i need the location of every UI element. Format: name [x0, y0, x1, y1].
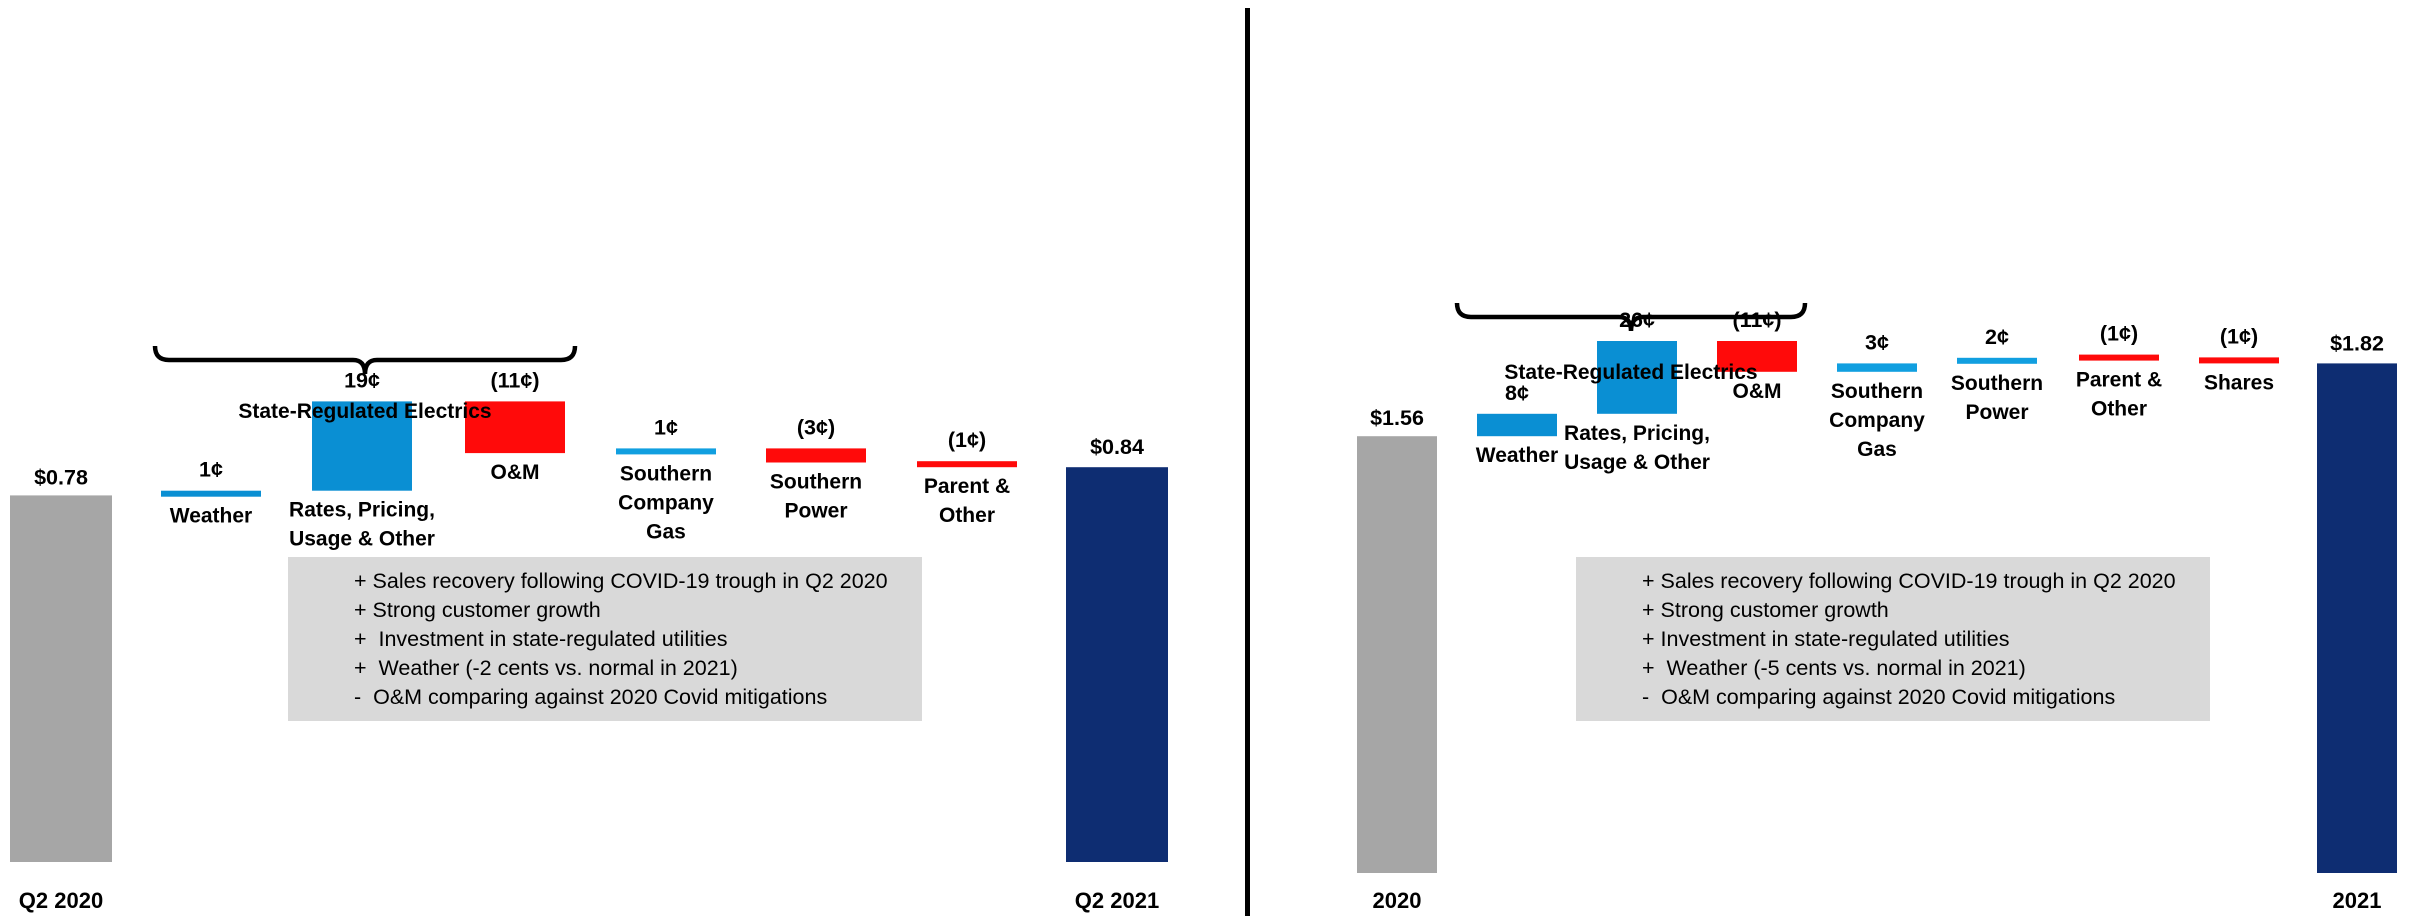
q2-step-category-label: O&M: [491, 461, 540, 484]
ytd-step-value-label: (1¢): [2100, 322, 2138, 346]
q2-start-category-label: Q2 2020: [19, 888, 103, 913]
q2-step-value-label: (1¢): [948, 428, 986, 452]
ytd-step-bar: [2079, 354, 2159, 361]
q2-step-value-label: 19¢: [344, 368, 380, 392]
ytd-start-category-label: 2020: [1373, 888, 1422, 913]
q2-notes-box: + Sales recovery following COVID-19 trou…: [288, 557, 922, 721]
ytd-step-category-label: Parent &: [2076, 369, 2162, 392]
q2-step-bar: [161, 490, 261, 497]
ytd-step-category-label: Usage & Other: [1564, 451, 1710, 474]
ytd-step-category-label: Southern: [1831, 380, 1923, 403]
ytd-step-bar: [1837, 363, 1917, 372]
q2-step-value-label: (11¢): [490, 368, 539, 392]
ytd-note-line: + Strong customer growth: [1642, 598, 1889, 622]
ytd-step-category-label: Weather: [1476, 444, 1558, 467]
q2-note-line: - O&M comparing against 2020 Covid mitig…: [354, 685, 828, 709]
ytd-step-value-label: 2¢: [1985, 325, 2009, 349]
q2-step-value-label: 1¢: [654, 415, 678, 439]
q2-end-value-label: $0.84: [1090, 435, 1144, 459]
q2-start-value-label: $0.78: [34, 465, 88, 489]
ytd-step-bar: [1597, 341, 1677, 414]
ytd-note-line: + Weather (-5 cents vs. normal in 2021): [1642, 656, 2026, 680]
ytd-group-brace: [1454, 302, 1808, 332]
q2-step-category-label: Other: [939, 504, 995, 527]
q2-step-category-label: Usage & Other: [289, 528, 435, 551]
ytd-step-category-label: Other: [2091, 398, 2147, 421]
ytd-step-category-label: Gas: [1857, 438, 1897, 461]
q2-step-category-label: Weather: [170, 505, 252, 528]
q2-step-category-label: Gas: [646, 520, 686, 543]
ytd-start-value-label: $1.56: [1370, 406, 1424, 430]
q2-step-category-label: Rates, Pricing,: [289, 499, 435, 522]
q2-note-line: + Investment in state-regulated utilitie…: [354, 627, 728, 651]
ytd-notes-box: + Sales recovery following COVID-19 trou…: [1576, 557, 2210, 721]
q2-step-category-label: Parent &: [924, 475, 1010, 498]
q2-step-bar: [616, 448, 716, 455]
q2-end-bar: [1066, 467, 1168, 862]
q2-step-bar: [766, 448, 866, 463]
ytd-step-bar: [1957, 357, 2037, 364]
ytd-step-category-label: Southern: [1951, 372, 2043, 395]
ytd-step-category-label: Power: [1965, 401, 2028, 424]
q2-step-bar: [312, 401, 412, 491]
q2-group-label: State-Regulated Electrics: [238, 400, 491, 423]
ytd-step-bar: [1717, 341, 1797, 372]
q2-group-brace: [152, 345, 578, 375]
q2-note-line: + Weather (-2 cents vs. normal in 2021): [354, 656, 738, 680]
ytd-end-value-label: $1.82: [2330, 331, 2384, 355]
q2-step-category-label: Power: [784, 500, 847, 523]
ytd-step-category-label: O&M: [1733, 380, 1782, 403]
ytd-step-category-label: Rates, Pricing,: [1564, 422, 1710, 445]
q2-note-line: + Strong customer growth: [354, 598, 601, 622]
q2-start-bar: [10, 495, 112, 862]
q2-step-bar: [917, 461, 1017, 468]
q2-step-category-label: Southern: [770, 471, 862, 494]
ytd-end-category-label: 2021: [2333, 888, 2382, 913]
q2-step-category-label: Southern: [620, 462, 712, 485]
q2-step-value-label: (3¢): [797, 415, 835, 439]
panel-divider: [1245, 8, 1250, 916]
ytd-step-bar: [2199, 357, 2279, 364]
ytd-step-value-label: 3¢: [1865, 330, 1889, 354]
ytd-note-line: + Investment in state-regulated utilitie…: [1642, 627, 2010, 651]
ytd-step-value-label: (1¢): [2220, 324, 2258, 348]
q2-step-bar: [465, 401, 565, 454]
ytd-end-bar: [2317, 363, 2397, 873]
ytd-step-value-label: 8¢: [1505, 381, 1529, 405]
q2-note-line: + Sales recovery following COVID-19 trou…: [354, 569, 888, 593]
ytd-start-bar: [1357, 436, 1437, 873]
ytd-step-category-label: Shares: [2204, 371, 2274, 394]
ytd-step-value-label: (11¢): [1732, 308, 1781, 332]
ytd-note-line: + Sales recovery following COVID-19 trou…: [1642, 569, 2176, 593]
ytd-group-label: State-Regulated Electrics: [1504, 361, 1757, 384]
ytd-note-line: - O&M comparing against 2020 Covid mitig…: [1642, 685, 2116, 709]
ytd-step-category-label: Company: [1829, 409, 1925, 432]
q2-step-value-label: 1¢: [199, 458, 223, 482]
q2-end-category-label: Q2 2021: [1075, 888, 1159, 913]
ytd-step-bar: [1477, 413, 1557, 437]
q2-step-category-label: Company: [618, 491, 714, 514]
